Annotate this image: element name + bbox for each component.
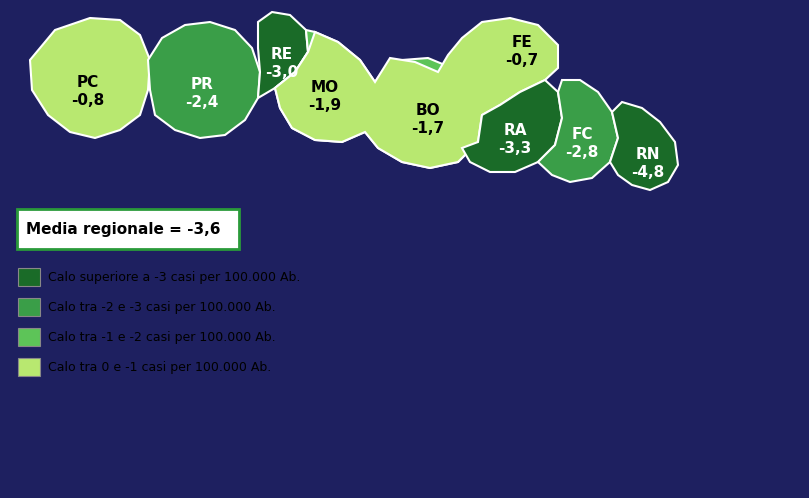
Text: RA: RA: [503, 123, 527, 137]
Text: RN: RN: [636, 146, 660, 161]
Text: BO: BO: [416, 103, 440, 118]
Polygon shape: [610, 102, 678, 190]
Text: PR: PR: [191, 77, 214, 92]
Polygon shape: [365, 58, 482, 168]
Bar: [18, 358, 40, 376]
Bar: [18, 328, 40, 346]
Text: -0,8: -0,8: [71, 93, 104, 108]
Text: Calo tra -1 e -2 casi per 100.000 Ab.: Calo tra -1 e -2 casi per 100.000 Ab.: [48, 331, 276, 344]
Polygon shape: [538, 80, 618, 182]
Text: MO: MO: [311, 80, 339, 95]
Text: -2,8: -2,8: [565, 144, 599, 159]
Bar: [18, 298, 40, 316]
Text: -1,7: -1,7: [412, 121, 445, 135]
Polygon shape: [148, 22, 260, 138]
Text: RE: RE: [271, 46, 293, 61]
Text: Media regionale = -3,6: Media regionale = -3,6: [26, 222, 221, 237]
Text: PC: PC: [77, 75, 100, 90]
Polygon shape: [258, 12, 308, 98]
Text: -0,7: -0,7: [506, 52, 539, 68]
Text: Calo tra -2 e -3 casi per 100.000 Ab.: Calo tra -2 e -3 casi per 100.000 Ab.: [48, 300, 276, 314]
Text: -3,3: -3,3: [498, 140, 532, 155]
Polygon shape: [275, 18, 558, 168]
Polygon shape: [275, 30, 378, 142]
Text: -4,8: -4,8: [631, 164, 665, 179]
Text: Calo superiore a -3 casi per 100.000 Ab.: Calo superiore a -3 casi per 100.000 Ab.: [48, 270, 300, 283]
Polygon shape: [462, 80, 562, 172]
Text: -3,0: -3,0: [265, 65, 299, 80]
Text: -1,9: -1,9: [308, 98, 341, 113]
Text: FE: FE: [511, 34, 532, 49]
Text: FC: FC: [571, 126, 593, 141]
Text: -2,4: -2,4: [185, 95, 218, 110]
Polygon shape: [30, 18, 150, 138]
Bar: [18, 268, 40, 286]
Text: Calo tra 0 e -1 casi per 100.000 Ab.: Calo tra 0 e -1 casi per 100.000 Ab.: [48, 361, 271, 374]
FancyBboxPatch shape: [17, 209, 239, 249]
